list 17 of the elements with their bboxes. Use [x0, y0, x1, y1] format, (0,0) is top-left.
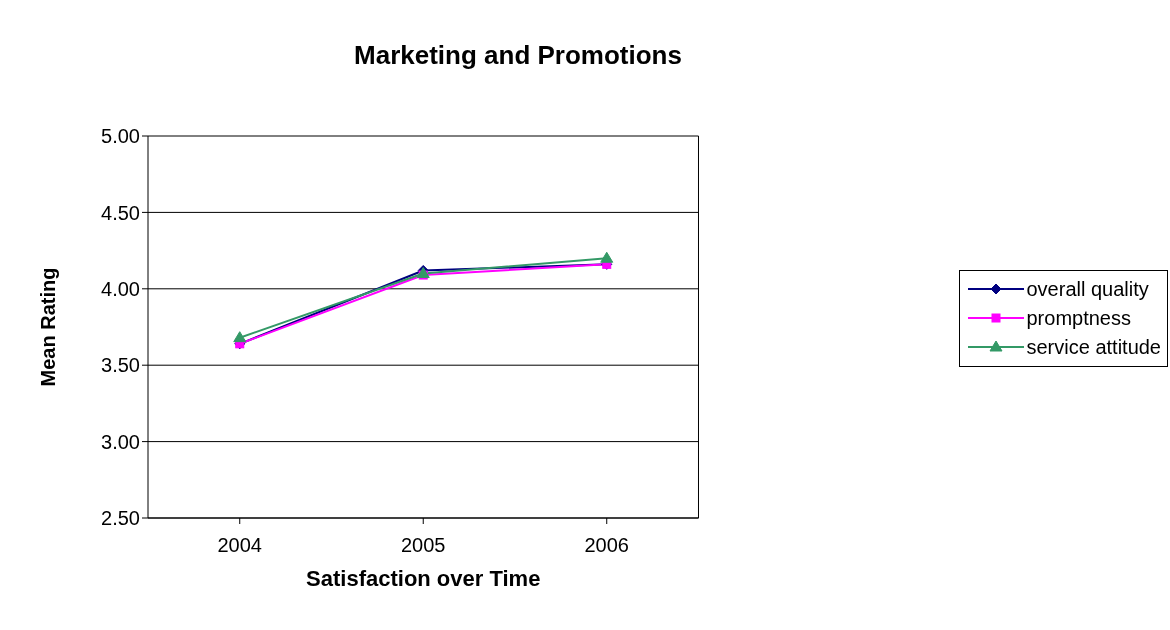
- legend-label: promptness: [1026, 306, 1131, 330]
- y-tick-label: 4.00: [101, 277, 140, 300]
- x-tick-label: 2006: [584, 534, 629, 557]
- legend-label: overall quality: [1026, 277, 1149, 301]
- y-tick-label: 3.00: [101, 430, 140, 453]
- y-axis-title: Mean Rating: [37, 267, 60, 387]
- x-tick-label: 2004: [217, 534, 262, 557]
- y-tick-label: 3.50: [101, 354, 140, 377]
- y-tick-label: 4.50: [101, 201, 140, 224]
- x-tick-label: 2005: [400, 534, 446, 557]
- point: [600, 251, 614, 263]
- y-tick-label: 2.50: [101, 507, 140, 530]
- x-axis-title: Satisfaction over Time: [306, 566, 541, 591]
- y-tick-label: 5.00: [101, 125, 140, 148]
- point: [233, 331, 247, 343]
- legend-label: service attitude: [1026, 335, 1161, 359]
- chart-title: Marketing and Promotions: [353, 40, 683, 71]
